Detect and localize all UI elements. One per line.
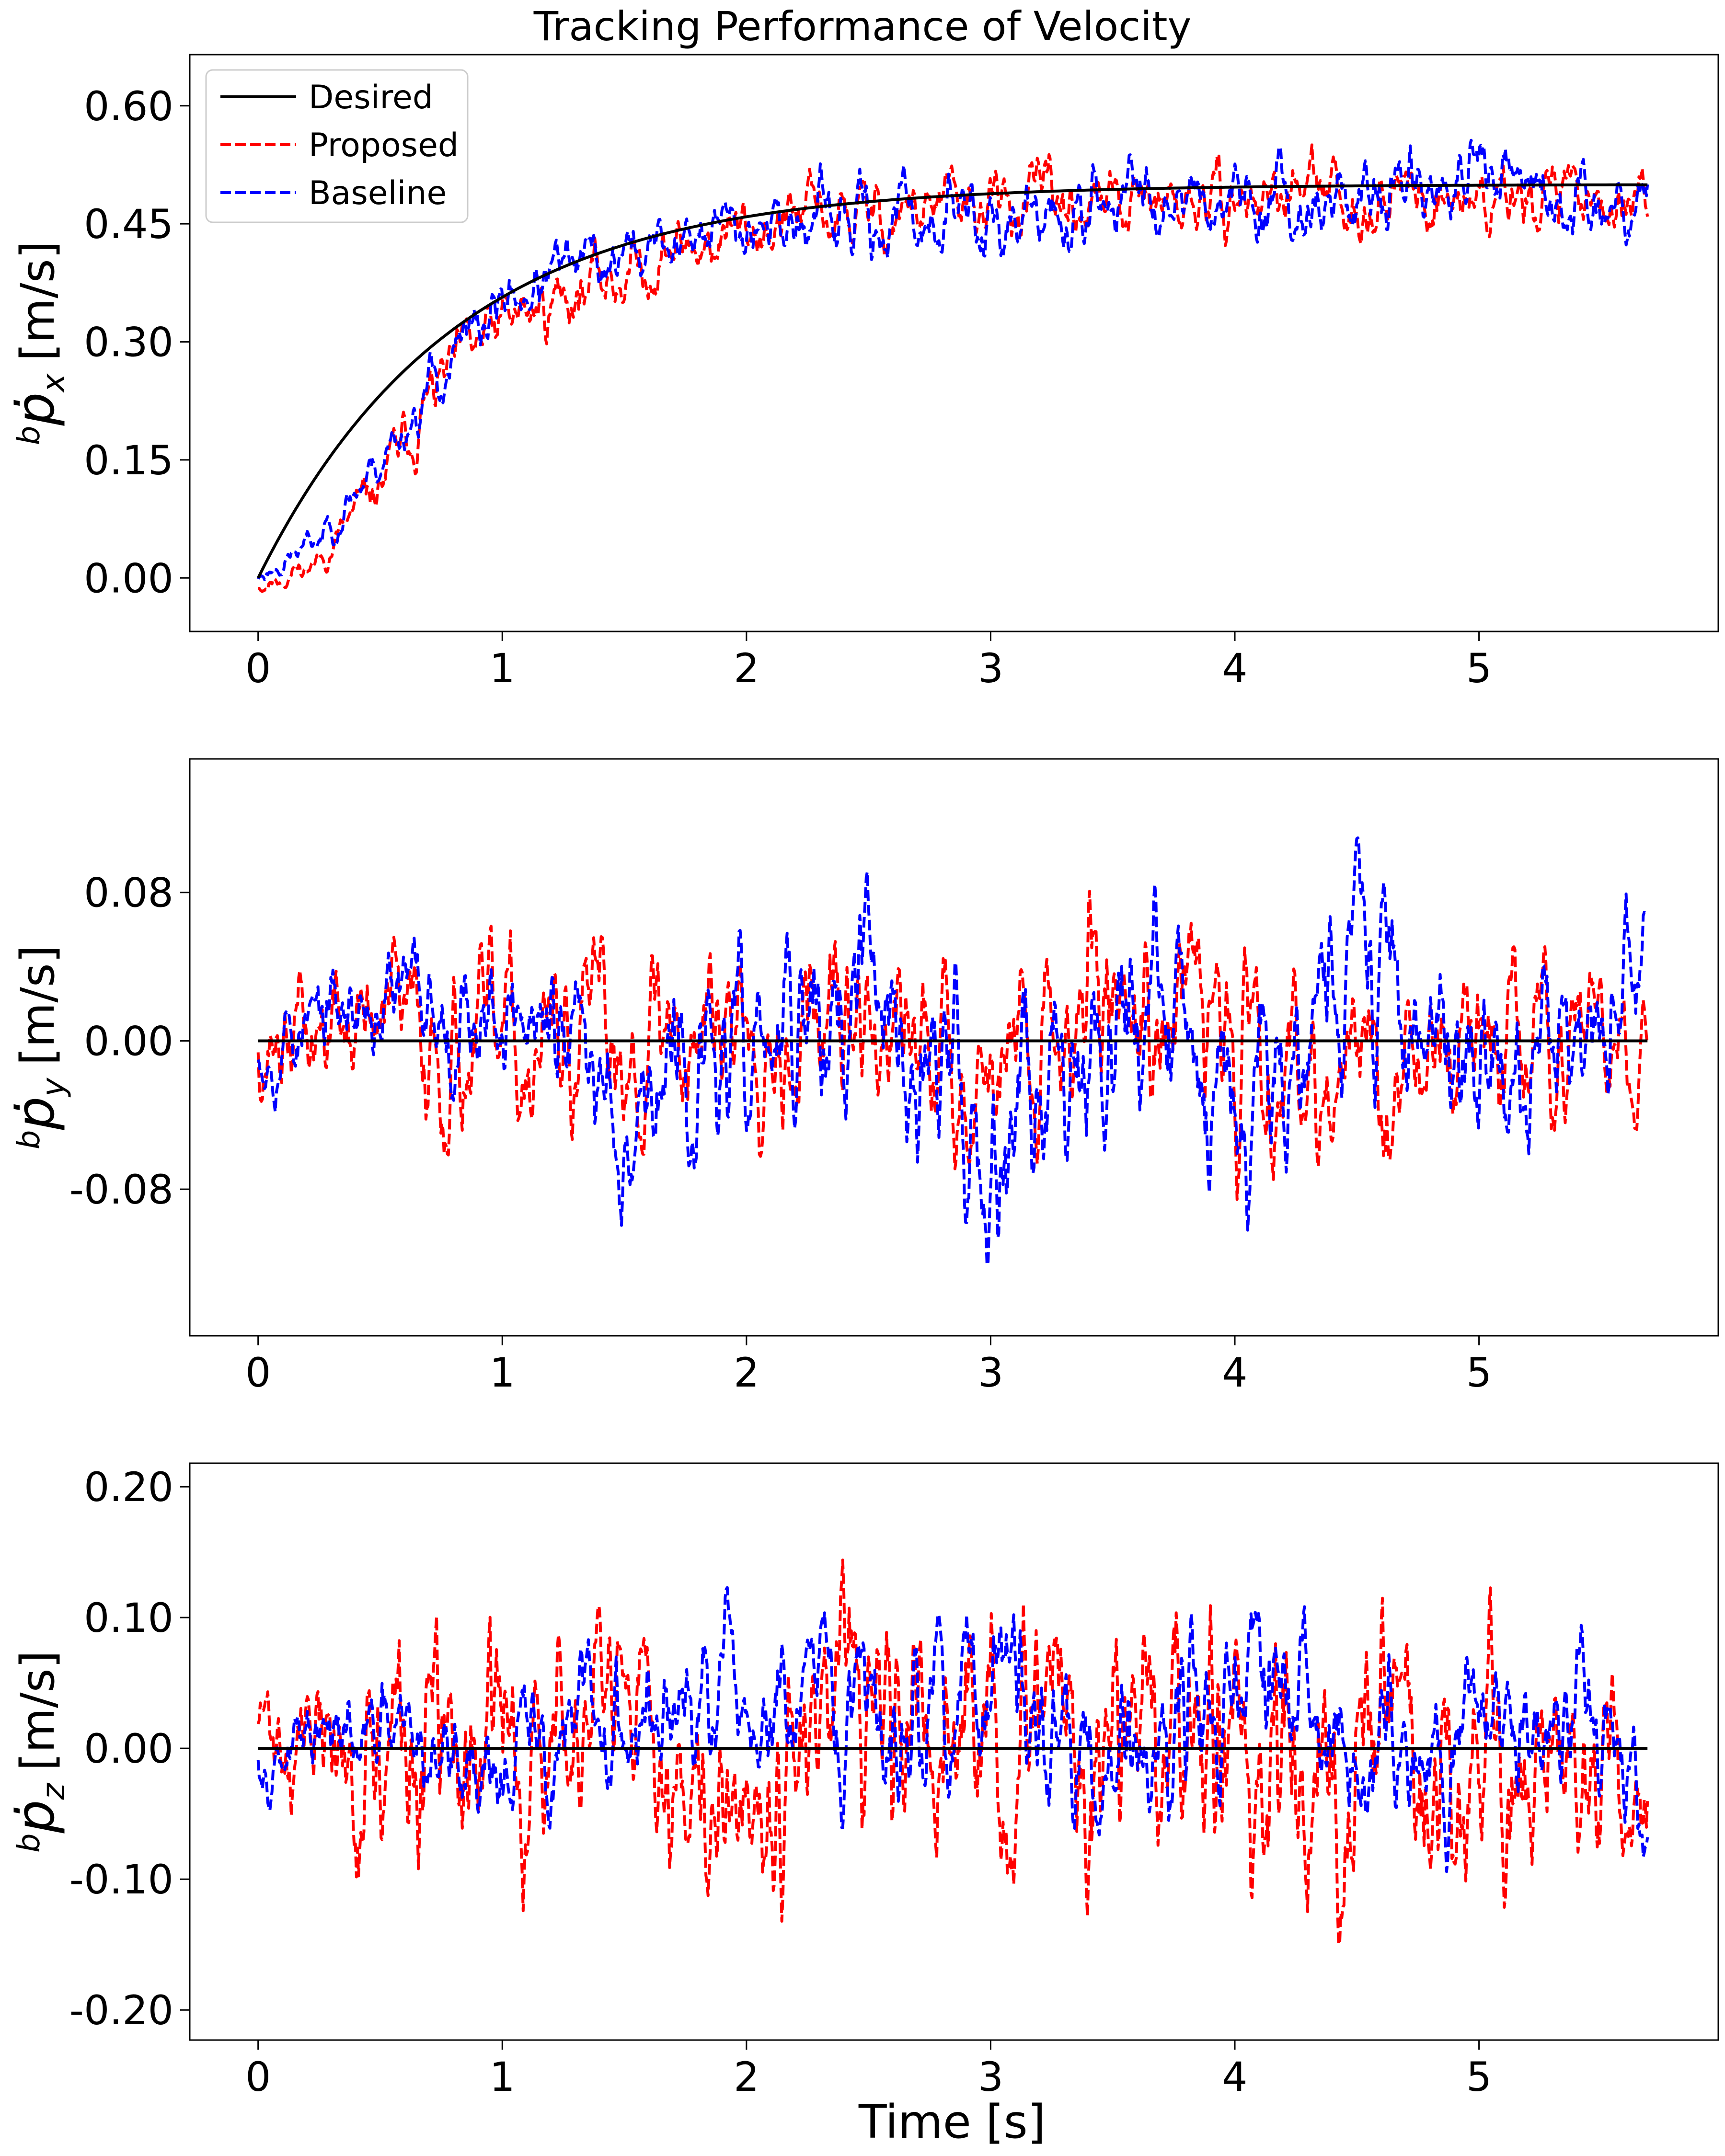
y-tick-label-top: 0.15 (84, 437, 173, 484)
y-tick-label-top: 0.45 (84, 201, 173, 248)
series-baseline-bottom (256, 1586, 1649, 1873)
y-tick-label-bottom: 0.20 (84, 1464, 173, 1511)
axes-frame-top (189, 54, 1719, 632)
axes-frame-middle (189, 758, 1719, 1337)
plot-area-bottom (256, 1559, 1649, 1946)
plot-area-top (257, 138, 1649, 593)
series-proposed-bottom (256, 1559, 1649, 1946)
x-tick-label-middle: 0 (245, 1349, 271, 1396)
panel-middle-vy: 0 1 2 3 4 5 -0.08 0.00 0.08 bṗy[m/s] (5, 758, 1719, 1396)
y-tick-label-top: 0.60 (84, 83, 173, 130)
y-tick-label-top: 0.30 (84, 319, 173, 366)
x-tick-label-bottom: 0 (245, 2053, 271, 2100)
series-desired-top (257, 183, 1648, 579)
legend-label-proposed: Proposed (309, 126, 459, 164)
x-tick-label-middle: 5 (1466, 1349, 1492, 1396)
x-tick-label-middle: 3 (978, 1349, 1003, 1396)
x-tick-label-top: 1 (490, 645, 515, 692)
panel-bottom-vz: 0 1 2 3 4 5 -0.20 -0.10 0.00 0.10 0.20 bṗz[m/s] (5, 1462, 1719, 2100)
y-tick-label-middle: 0.00 (84, 1018, 173, 1065)
series-baseline-middle (256, 836, 1649, 1266)
x-tick-label-bottom: 2 (734, 2053, 759, 2100)
figure-title: Tracking Performance of Velocity (533, 3, 1192, 50)
y-tick-label-bottom: -0.20 (69, 1987, 173, 2034)
legend-label-baseline: Baseline (309, 174, 447, 212)
x-tick-label-top: 3 (978, 645, 1003, 692)
panel-top-vx: 0 1 2 3 4 5 0.00 0.15 0.30 0.45 0.60 bṗx[m/s] (5, 54, 1719, 692)
legend-label-desired: Desired (309, 79, 433, 116)
x-tick-label-bottom: 1 (490, 2053, 515, 2100)
y-tick-label-bottom: 0.00 (84, 1725, 173, 1772)
x-tick-label-bottom: 3 (978, 2053, 1003, 2100)
y-axis-label-bottom: bṗz[m/s] (5, 1651, 72, 1853)
x-axis-label: Time [s] (858, 2095, 1046, 2149)
x-tick-label-top: 2 (734, 645, 759, 692)
legend: Desired Proposed Baseline (205, 69, 469, 223)
x-tick-label-bottom: 4 (1222, 2053, 1247, 2100)
x-tick-label-top: 5 (1466, 645, 1492, 692)
x-tick-label-middle: 4 (1222, 1349, 1247, 1396)
y-tick-label-bottom: -0.10 (69, 1856, 173, 1903)
axes-frame-bottom (189, 1462, 1719, 2041)
x-tick-label-top: 4 (1222, 645, 1247, 692)
y-tick-label-middle: 0.08 (84, 870, 173, 917)
plot-area-middle (256, 836, 1649, 1266)
x-tick-label-middle: 2 (734, 1349, 759, 1396)
y-tick-label-bottom: 0.10 (84, 1594, 173, 1641)
y-tick-label-middle: -0.08 (69, 1166, 173, 1213)
legend-box (205, 69, 469, 223)
y-axis-label-top: bṗx[m/s] (5, 241, 72, 445)
y-tick-label-top: 0.00 (84, 555, 173, 602)
x-tick-label-top: 0 (245, 645, 271, 692)
series-proposed-middle (256, 890, 1649, 1201)
y-axis-label-middle: bṗy[m/s] (5, 945, 72, 1149)
x-tick-label-bottom: 5 (1466, 2053, 1492, 2100)
x-tick-label-middle: 1 (490, 1349, 515, 1396)
